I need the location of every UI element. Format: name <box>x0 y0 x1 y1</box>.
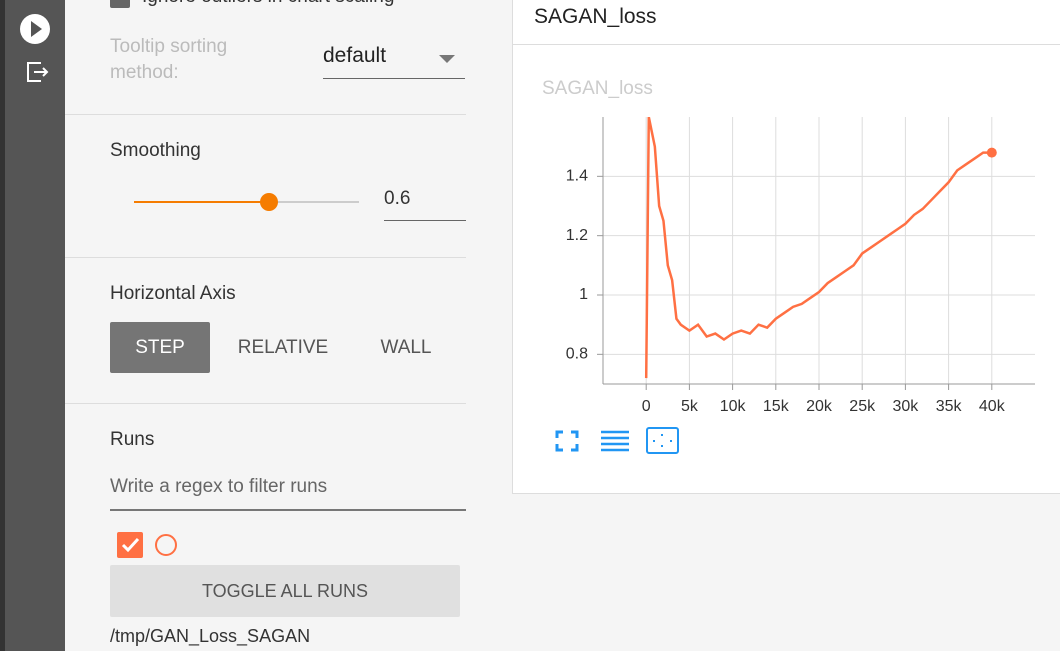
chart-controls <box>555 427 679 454</box>
separator <box>65 257 466 258</box>
axis-label: Horizontal Axis <box>110 283 236 304</box>
dropdown-arrow <box>439 55 455 63</box>
axis-button[interactable]: WALL <box>380 337 432 358</box>
x-tick-label: 5k <box>681 398 699 415</box>
y-tick-label: 1.2 <box>566 227 588 244</box>
smoothing-input[interactable]: 0.6 <box>384 188 466 221</box>
smoothing-label: Smoothing <box>110 140 201 161</box>
axis-button[interactable]: RELATIVE <box>237 337 329 358</box>
separator <box>65 114 466 115</box>
toggle-all-button[interactable]: TOGGLE ALL RUNS <box>110 565 460 617</box>
x-tick-label: 25k <box>849 398 876 415</box>
slider[interactable] <box>120 185 380 221</box>
runs-label: Runs <box>110 429 155 450</box>
runs-filter[interactable]: Write a regex to filter runs <box>110 476 466 511</box>
x-tick-label: 0 <box>642 398 651 415</box>
card-title: SAGAN_loss <box>534 5 657 28</box>
y-tick-label: 1.4 <box>566 168 588 185</box>
separator <box>65 403 466 404</box>
last-point <box>986 147 997 158</box>
axis-button[interactable]: STEP <box>110 322 210 373</box>
run-toggle[interactable] <box>115 530 205 560</box>
x-tick-label: 35k <box>936 398 963 415</box>
outliers-label: Ignore outliers in chart scaling <box>142 0 394 8</box>
x-tick-label: 15k <box>763 398 790 415</box>
slider-thumb <box>260 193 278 211</box>
x-tick-label: 20k <box>806 398 833 415</box>
chart: SAGAN_loss 0.8 1 1.2 1.4 0 5k 10k 15k 20k 25k 30k 3… <box>542 78 1035 454</box>
tooltip-label: Tooltip sorting method: <box>110 36 228 83</box>
chart-title: SAGAN_loss <box>542 78 653 99</box>
left-rail <box>0 0 65 651</box>
smoothing-value: 0.6 <box>384 188 411 209</box>
card-divider <box>512 44 1060 45</box>
y-tick-label: 0.8 <box>566 346 588 363</box>
series-line <box>644 117 992 379</box>
tooltip-select[interactable]: default <box>323 44 465 79</box>
checkbox[interactable] <box>110 0 130 8</box>
filter-placeholder: Write a regex to filter runs <box>110 476 328 497</box>
tooltip-value: default <box>323 44 387 67</box>
run-name: /tmp/GAN_Loss_SAGAN <box>110 626 311 646</box>
x-tick-label: 30k <box>893 398 920 415</box>
x-tick-label: 10k <box>720 398 747 415</box>
y-tick-label: 1 <box>579 286 588 303</box>
x-tick-label: 40k <box>979 398 1006 415</box>
rail-icons <box>20 14 50 82</box>
